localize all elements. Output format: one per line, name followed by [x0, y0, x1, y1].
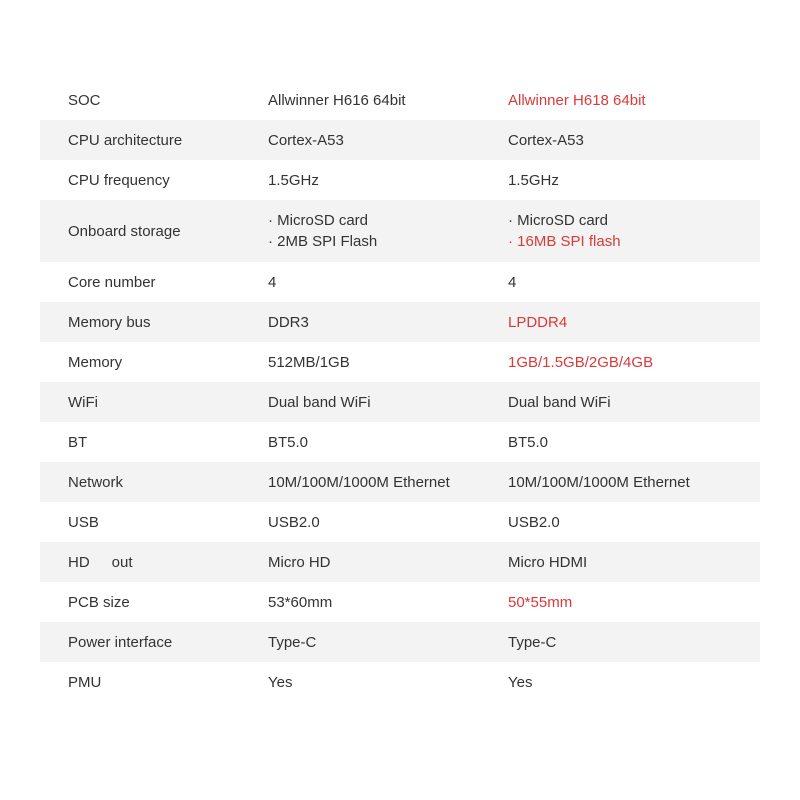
row-value-1: USB2.0: [268, 514, 508, 531]
label-part: out: [112, 554, 133, 571]
row-value-2: 50*55mm: [508, 594, 760, 611]
row-label: Network: [68, 474, 268, 491]
table-row: SOC Allwinner H616 64bit Allwinner H618 …: [40, 80, 760, 120]
value-line: · 16MB SPI flash: [508, 231, 760, 252]
row-value-2: 1.5GHz: [508, 172, 760, 189]
table-row: HD out Micro HD Micro HDMI: [40, 542, 760, 582]
row-label: USB: [68, 514, 268, 531]
row-value-2: 1GB/1.5GB/2GB/4GB: [508, 354, 760, 371]
row-value-2: · MicroSD card · 16MB SPI flash: [508, 210, 760, 252]
row-value-2: Type-C: [508, 634, 760, 651]
spec-comparison-table: SOC Allwinner H616 64bit Allwinner H618 …: [40, 80, 760, 702]
row-label: PMU: [68, 674, 268, 691]
table-row: WiFi Dual band WiFi Dual band WiFi: [40, 382, 760, 422]
row-label: HD out: [68, 554, 268, 571]
row-value-2: Cortex-A53: [508, 132, 760, 149]
row-label: CPU frequency: [68, 172, 268, 189]
row-label: Power interface: [68, 634, 268, 651]
table-row: Onboard storage · MicroSD card · 2MB SPI…: [40, 200, 760, 262]
table-row: BT BT5.0 BT5.0: [40, 422, 760, 462]
row-value-1: DDR3: [268, 314, 508, 331]
table-row: CPU frequency 1.5GHz 1.5GHz: [40, 160, 760, 200]
table-row: Network 10M/100M/1000M Ethernet 10M/100M…: [40, 462, 760, 502]
row-label: PCB size: [68, 594, 268, 611]
row-label: Memory: [68, 354, 268, 371]
row-label: CPU architecture: [68, 132, 268, 149]
row-label: Onboard storage: [68, 223, 268, 240]
row-value-1: Type-C: [268, 634, 508, 651]
row-value-1: 512MB/1GB: [268, 354, 508, 371]
table-row: Memory bus DDR3 LPDDR4: [40, 302, 760, 342]
row-label: Core number: [68, 274, 268, 291]
row-value-1: 1.5GHz: [268, 172, 508, 189]
value-line: · 2MB SPI Flash: [268, 231, 508, 252]
row-value-1: Yes: [268, 674, 508, 691]
row-value-2: Micro HDMI: [508, 554, 760, 571]
row-value-2: 10M/100M/1000M Ethernet: [508, 474, 760, 491]
row-label: WiFi: [68, 394, 268, 411]
label-part: HD: [68, 554, 90, 571]
row-value-1: Dual band WiFi: [268, 394, 508, 411]
row-value-2: LPDDR4: [508, 314, 760, 331]
row-value-1: · MicroSD card · 2MB SPI Flash: [268, 210, 508, 252]
row-value-2: Yes: [508, 674, 760, 691]
table-row: Core number 4 4: [40, 262, 760, 302]
row-value-1: Micro HD: [268, 554, 508, 571]
row-value-1: 4: [268, 274, 508, 291]
table-row: Power interface Type-C Type-C: [40, 622, 760, 662]
table-row: PMU Yes Yes: [40, 662, 760, 702]
row-label: SOC: [68, 92, 268, 109]
row-value-1: Cortex-A53: [268, 132, 508, 149]
row-value-2: Allwinner H618 64bit: [508, 92, 760, 109]
row-value-1: 53*60mm: [268, 594, 508, 611]
row-value-2: 4: [508, 274, 760, 291]
table-row: USB USB2.0 USB2.0: [40, 502, 760, 542]
value-line: · MicroSD card: [508, 210, 760, 231]
row-value-2: BT5.0: [508, 434, 760, 451]
row-value-2: Dual band WiFi: [508, 394, 760, 411]
row-value-1: Allwinner H616 64bit: [268, 92, 508, 109]
table-row: Memory 512MB/1GB 1GB/1.5GB/2GB/4GB: [40, 342, 760, 382]
row-value-2: USB2.0: [508, 514, 760, 531]
table-row: PCB size 53*60mm 50*55mm: [40, 582, 760, 622]
row-label: BT: [68, 434, 268, 451]
row-value-1: BT5.0: [268, 434, 508, 451]
value-line: · MicroSD card: [268, 210, 508, 231]
table-row: CPU architecture Cortex-A53 Cortex-A53: [40, 120, 760, 160]
row-value-1: 10M/100M/1000M Ethernet: [268, 474, 508, 491]
row-label: Memory bus: [68, 314, 268, 331]
